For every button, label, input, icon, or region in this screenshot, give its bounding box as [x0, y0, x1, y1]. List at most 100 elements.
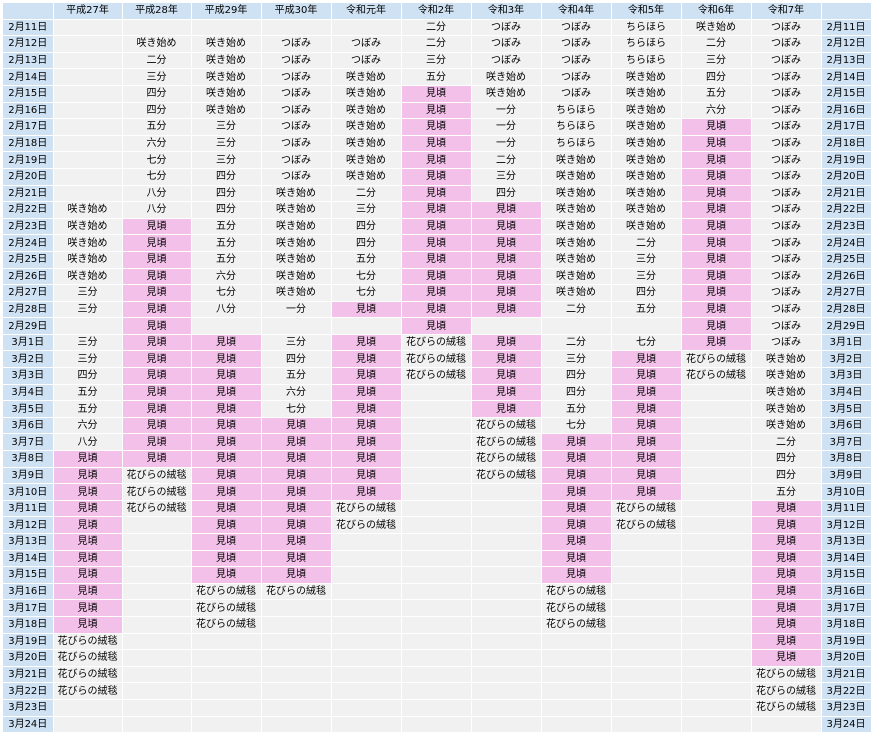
status-cell: 咲き始め — [611, 68, 682, 86]
status-cell: 七分 — [122, 151, 192, 169]
table-row: 2月22日 咲き始め 八分 四分 咲き始め 三分 見頃 見頃 咲き始め 咲き始め 見頃 つぼみ 2月22… — [3, 201, 872, 219]
status-cell: 花びらの絨毯 — [191, 599, 262, 617]
status-cell — [122, 583, 192, 601]
status-cell: 花びらの絨毯 — [541, 583, 612, 601]
table-row: 3月19日 花びらの絨毯 見頃 3月19日 — [3, 633, 872, 651]
date-label-right: 3月13日 — [821, 533, 872, 551]
status-cell — [471, 566, 542, 584]
status-cell-peak: 見頃 — [611, 400, 682, 418]
status-cell: 咲き始め — [53, 234, 123, 252]
status-cell — [471, 516, 542, 534]
status-cell: 花びらの絨毯 — [122, 467, 192, 485]
status-cell: 咲き始め — [53, 218, 123, 236]
date-label-left: 3月4日 — [3, 384, 54, 402]
status-cell-peak: 見頃 — [681, 185, 752, 203]
status-cell: 花びらの絨毯 — [751, 682, 822, 700]
status-cell — [53, 68, 123, 86]
status-cell — [681, 649, 752, 667]
date-label-right: 3月17日 — [821, 599, 872, 617]
status-cell: 七分 — [611, 334, 682, 352]
status-cell — [122, 566, 192, 584]
status-cell: つぼみ — [751, 268, 822, 286]
status-cell: 四分 — [541, 367, 612, 385]
status-cell — [191, 19, 262, 37]
status-cell-peak: 見頃 — [541, 433, 612, 452]
status-cell: 一分 — [261, 301, 332, 319]
status-cell — [401, 666, 472, 684]
status-cell: 咲き始め — [261, 201, 332, 219]
status-cell-peak: 見頃 — [681, 135, 752, 153]
date-label-right: 3月9日 — [821, 467, 872, 485]
status-cell — [261, 317, 332, 335]
status-cell-peak: 見頃 — [681, 284, 752, 302]
table-row: 3月12日 見頃 見頃 見頃 花びらの絨毯 見頃 花びらの絨毯 見頃 3月12日 — [3, 516, 872, 534]
status-cell-peak: 見頃 — [751, 500, 822, 518]
status-cell — [681, 716, 752, 733]
status-cell — [681, 433, 752, 452]
date-label-right: 2月18日 — [821, 135, 872, 153]
status-cell — [681, 533, 752, 551]
date-label-left: 3月14日 — [3, 550, 54, 568]
status-cell: 三分 — [53, 284, 123, 302]
status-cell-peak: 見頃 — [751, 583, 822, 601]
status-cell-peak: 見頃 — [681, 118, 752, 136]
status-cell — [331, 550, 402, 568]
status-cell — [122, 616, 192, 634]
status-cell: 咲き始め — [331, 168, 402, 186]
status-cell: 咲き始め — [331, 135, 402, 153]
status-cell: 三分 — [53, 350, 123, 369]
date-label-right: 3月14日 — [821, 550, 872, 568]
status-cell: 七分 — [331, 268, 402, 286]
status-cell: 咲き始め — [331, 102, 402, 120]
status-cell-peak: 見頃 — [122, 268, 192, 286]
status-cell: 三分 — [471, 168, 542, 186]
status-cell-peak: 見頃 — [751, 550, 822, 568]
status-cell — [401, 550, 472, 568]
status-cell-peak: 見頃 — [541, 467, 612, 485]
status-cell — [261, 666, 332, 684]
status-cell-peak: 見頃 — [53, 533, 123, 551]
date-label-right: 2月24日 — [821, 234, 872, 252]
status-cell: 五分 — [401, 68, 472, 86]
status-cell: つぼみ — [751, 284, 822, 302]
year-header: 令和4年 — [541, 3, 612, 20]
status-cell-peak: 見頃 — [53, 516, 123, 534]
status-cell: 咲き始め — [53, 201, 123, 219]
table-row: 2月28日 三分 見頃 八分 一分 見頃 見頃 見頃 二分 五分 見頃 つぼみ 2月28日 — [3, 301, 872, 319]
status-cell — [331, 699, 402, 717]
status-cell — [471, 633, 542, 651]
status-cell — [331, 566, 402, 584]
status-cell: 咲き始め — [471, 85, 542, 103]
status-cell-peak: 見頃 — [611, 467, 682, 485]
date-label-right: 3月16日 — [821, 583, 872, 601]
status-cell-peak: 見頃 — [191, 467, 262, 485]
status-cell: 咲き始め — [541, 151, 612, 169]
status-cell — [541, 716, 612, 733]
status-cell-peak: 見頃 — [471, 400, 542, 418]
status-cell — [681, 666, 752, 684]
status-cell: つぼみ — [541, 35, 612, 53]
status-cell: 二分 — [122, 52, 192, 70]
status-cell — [331, 19, 402, 37]
status-cell — [401, 699, 472, 717]
date-label-right: 2月22日 — [821, 201, 872, 219]
status-cell: 咲き始め — [191, 35, 262, 53]
status-cell-peak: 見頃 — [261, 433, 332, 452]
status-cell: 四分 — [122, 85, 192, 103]
status-cell: 咲き始め — [681, 19, 752, 37]
status-cell — [122, 19, 192, 37]
status-cell: 咲き始め — [261, 284, 332, 302]
status-cell: 咲き始め — [611, 218, 682, 236]
status-cell — [53, 168, 123, 186]
table-row: 2月19日 七分 三分 つぼみ 咲き始め 見頃 二分 咲き始め 咲き始め 見頃 つぼみ 2月19日 — [3, 151, 872, 169]
status-cell: 四分 — [331, 218, 402, 236]
date-label-left: 3月24日 — [3, 716, 54, 733]
status-cell-peak: 見頃 — [331, 433, 402, 452]
status-cell-peak: 見頃 — [122, 301, 192, 319]
header-row: 平成27年 平成28年 平成29年 平成30年 令和元年 令和2年 令和3年 令和4年 令和5年… — [3, 3, 872, 20]
status-cell — [53, 118, 123, 136]
status-cell — [122, 550, 192, 568]
table-row: 2月21日 八分 四分 咲き始め 二分 見頃 四分 咲き始め 咲き始め 見頃 つぼみ 2月21日 — [3, 185, 872, 203]
table-row: 3月21日 花びらの絨毯 花びらの絨毯 3月21日 — [3, 666, 872, 684]
status-cell — [681, 616, 752, 634]
